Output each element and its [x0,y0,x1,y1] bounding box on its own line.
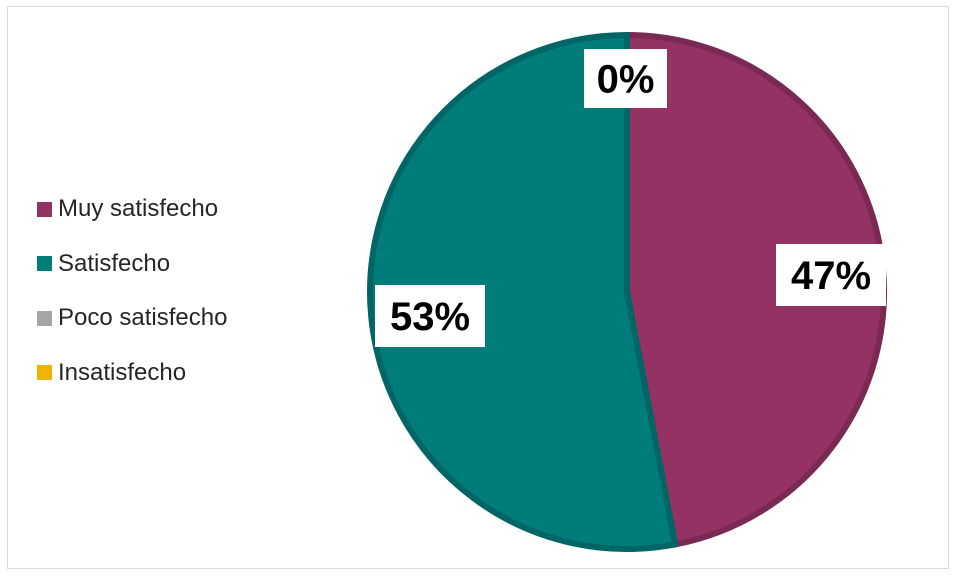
legend-label-satisfecho: Satisfecho [58,249,171,277]
data-label-box-satisfecho [375,285,485,347]
legend-swatch-insatisfecho [37,365,52,380]
data-label-text-muy-satisfecho: 47% [791,254,871,298]
legend-swatch-poco-satisfecho [37,310,52,326]
data-label-satisfecho: 53% [375,285,485,347]
legend: Muy satisfecho Satisfecho Poco satisfech… [37,195,297,413]
data-label-box-poco-satisfecho [584,49,667,108]
legend-swatch-satisfecho [37,256,52,271]
legend-label-muy-satisfecho: Muy satisfecho [58,195,219,222]
legend-item-insatisfecho: Insatisfecho [37,359,297,387]
legend-label-insatisfecho: Insatisfecho [58,358,187,386]
legend-swatch-muy-satisfecho [37,201,52,217]
legend-item-poco-satisfecho: Poco satisfecho [37,304,297,332]
pie-slice-satisfecho [367,32,679,552]
data-label-text-poco-satisfecho: 0% [597,58,655,102]
legend-item-muy-satisfecho: Muy satisfecho [37,195,297,223]
data-label-muy-satisfecho: 47% [776,244,886,306]
data-label-poco-satisfecho: 0% [584,49,667,108]
data-label-box-muy-satisfecho [776,244,886,306]
legend-label-poco-satisfecho: Poco satisfecho [58,304,228,331]
legend-item-satisfecho: Satisfecho [37,250,297,278]
pie-data-labels: 47% 53% 0% [375,49,886,347]
data-label-text-satisfecho: 53% [390,295,470,339]
pie-slices [367,32,887,552]
